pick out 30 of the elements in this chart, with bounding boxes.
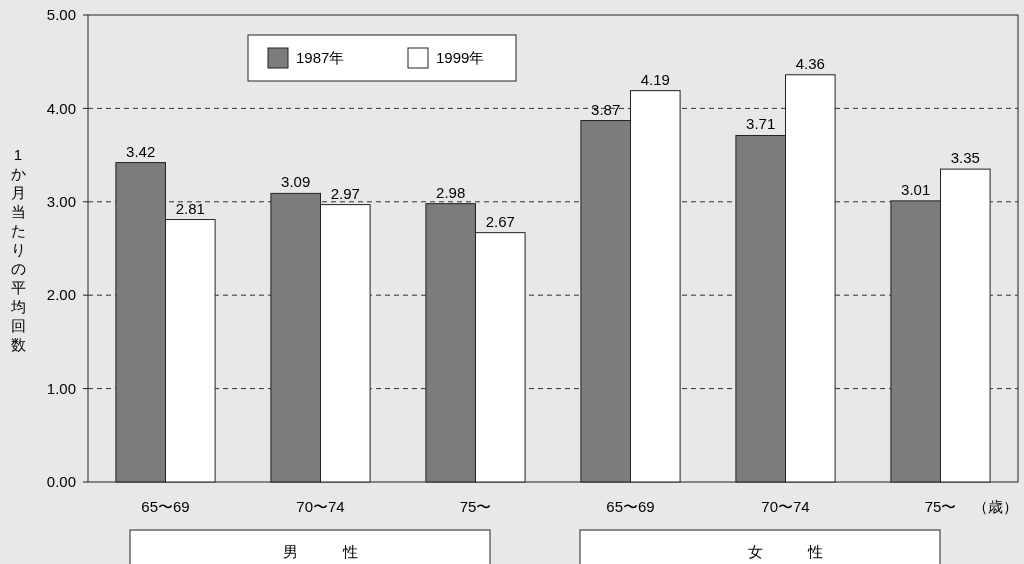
y-tick-label: 3.00: [46, 193, 76, 211]
x-tick-label: 65〜69: [606, 498, 655, 515]
data-label: 4.19: [640, 70, 670, 88]
data-label: 2.97: [330, 184, 360, 202]
data-label: 3.35: [950, 149, 980, 167]
data-label: 3.87: [591, 100, 621, 118]
y-tick-label: 0.00: [46, 473, 76, 491]
data-label: 3.09: [281, 173, 311, 191]
text: 女 性: [748, 543, 823, 561]
x-tick-label: 65〜69: [141, 498, 190, 515]
data-label: 3.42: [126, 142, 156, 160]
data-label: 2.67: [485, 212, 515, 230]
text: 1か月当たりの平均回数: [10, 146, 26, 353]
y-tick-label: 4.00: [46, 99, 76, 117]
y-tick-label: 1.00: [46, 379, 76, 397]
data-label: 2.98: [436, 183, 466, 201]
data-label: 3.01: [901, 180, 931, 198]
y-tick-label: 2.00: [46, 286, 76, 304]
data-label: 4.36: [795, 54, 825, 72]
data-label: 2.81: [175, 199, 205, 217]
x-tick-label: 75〜: [924, 498, 957, 515]
y-tick-label: 5.00: [46, 6, 76, 24]
text: （歳）: [973, 498, 1018, 515]
x-tick-label: 70〜74: [296, 498, 345, 515]
data-label: 3.71: [746, 115, 776, 133]
text: 男 性: [283, 543, 358, 561]
x-tick-label: 70〜74: [761, 498, 810, 515]
legend-label: 1999年: [436, 49, 485, 67]
legend-label: 1987年: [296, 49, 345, 67]
x-tick-label: 75〜: [459, 498, 492, 515]
